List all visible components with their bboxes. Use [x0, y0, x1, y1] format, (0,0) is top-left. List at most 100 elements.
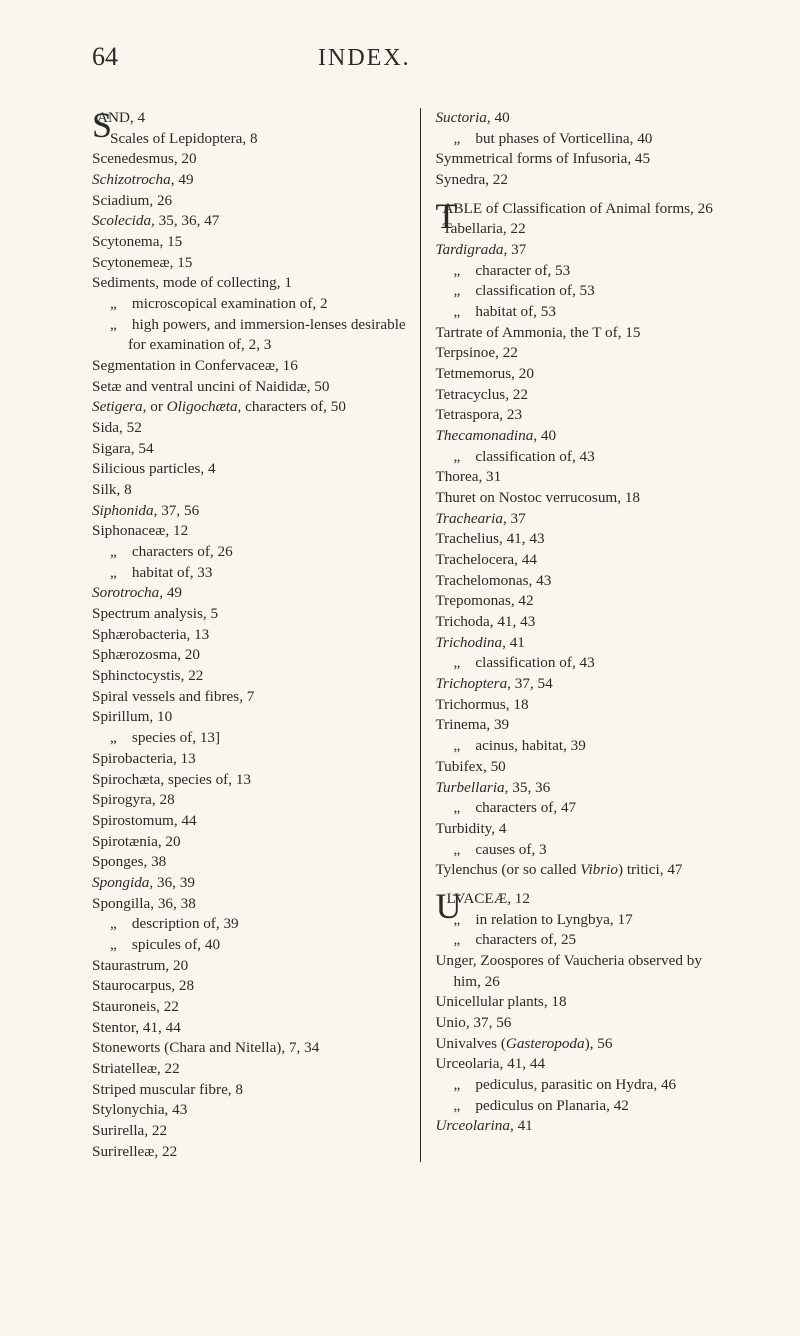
- index-entry: Spongilla, 36, 38: [92, 894, 406, 915]
- index-entry-text: LVACEÆ, 12: [446, 890, 530, 907]
- index-entry: Surirelleæ, 22: [92, 1142, 406, 1163]
- index-entry: Spectrum analysis, 5: [92, 604, 406, 625]
- index-subentry: „ classification of, 43: [435, 653, 722, 674]
- index-entry: Trepomonas, 42: [435, 591, 722, 612]
- index-entry: Trachearia, 37: [435, 509, 722, 530]
- index-entry: Unger, Zoospores of Vaucheria observed b…: [435, 951, 722, 992]
- index-subentry: „ pediculus, parasitic on Hydra, 46: [435, 1075, 722, 1096]
- index-entry: Turbidity, 4: [435, 819, 722, 840]
- index-entry: Setæ and ventral uncini of Naididæ, 50: [92, 377, 406, 398]
- index-entry: Sediments, mode of collecting, 1: [92, 273, 406, 294]
- index-entry: Unio, 37, 56: [435, 1013, 722, 1034]
- index-entry: Sphærozosma, 20: [92, 645, 406, 666]
- index-entry: Trachelius, 41, 43: [435, 529, 722, 550]
- index-subentry: „ causes of, 3: [435, 840, 722, 861]
- index-entry: Tardigrada, 37: [435, 240, 722, 261]
- index-entry: Schizotrocha, 49: [92, 170, 406, 191]
- index-entry: Spongida, 36, 39: [92, 873, 406, 894]
- index-entry: Scolecida, 35, 36, 47: [92, 211, 406, 232]
- index-entry: Staurastrum, 20: [92, 956, 406, 977]
- index-entry: Spirotænia, 20: [92, 832, 406, 853]
- index-subentry: „ microscopical examination of, 2: [92, 294, 406, 315]
- index-columns: SAND, 4Scales of Lepidoptera, 8Scenedesm…: [92, 108, 736, 1162]
- index-entry: Segmentation in Confervaceæ, 16: [92, 356, 406, 377]
- index-entry: Stylonychia, 43: [92, 1100, 406, 1121]
- index-entry: Tubifex, 50: [435, 757, 722, 778]
- index-subentry: Scales of Lepidoptera, 8: [92, 129, 406, 150]
- index-entry: Univalves (Gasteropoda), 56: [435, 1034, 722, 1055]
- index-entry: Silk, 8: [92, 480, 406, 501]
- index-entry: Scytonemeæ, 15: [92, 253, 406, 274]
- index-entry: Sigara, 54: [92, 439, 406, 460]
- index-subentry: „ spicules of, 40: [92, 935, 406, 956]
- index-entry: Urceolaria, 41, 44: [435, 1054, 722, 1075]
- index-subentry: „ acinus, habitat, 39: [435, 736, 722, 757]
- index-subentry: „ in relation to Lyngbya, 17: [435, 910, 722, 931]
- index-entry: Synedra, 22: [435, 170, 722, 191]
- index-subentry: „ species of, 13]: [92, 728, 406, 749]
- index-entry: Spirogyra, 28: [92, 790, 406, 811]
- index-entry: Spirostomum, 44: [92, 811, 406, 832]
- index-entry: Trichoptera, 37, 54: [435, 674, 722, 695]
- index-entry: Sida, 52: [92, 418, 406, 439]
- index-subentry: „ description of, 39: [92, 914, 406, 935]
- index-entry-text: ABLE of Classification of Animal forms, …: [442, 200, 712, 217]
- index-entry: Sphinctocystis, 22: [92, 666, 406, 687]
- index-entry: Siphonaceæ, 12: [92, 521, 406, 542]
- index-entry: Striatelleæ, 22: [92, 1059, 406, 1080]
- index-entry: Scenedesmus, 20: [92, 149, 406, 170]
- index-entry: Stauroneis, 22: [92, 997, 406, 1018]
- index-entry: Unicellular plants, 18: [435, 992, 722, 1013]
- index-entry: Surirella, 22: [92, 1121, 406, 1142]
- index-subentry: „ habitat of, 33: [92, 563, 406, 584]
- index-subentry: „ pediculus on Planaria, 42: [435, 1096, 722, 1117]
- index-entry: Trinema, 39: [435, 715, 722, 736]
- index-entry: Tylenchus (or so called Vibrio) tritici,…: [435, 860, 722, 881]
- index-entry: Tetraspora, 23: [435, 405, 722, 426]
- header-title: INDEX.: [318, 45, 411, 72]
- index-entry: Spirobacteria, 13: [92, 749, 406, 770]
- index-entry: Sciadium, 26: [92, 191, 406, 212]
- index-entry: Thorea, 31: [435, 467, 722, 488]
- index-entry: Sphærobacteria, 13: [92, 625, 406, 646]
- page-header: 64 INDEX.: [92, 42, 736, 72]
- index-subentry: „ characters of, 47: [435, 798, 722, 819]
- index-subentry: „ classification of, 43: [435, 447, 722, 468]
- index-entry: Thuret on Nostoc verrucosum, 18: [435, 488, 722, 509]
- index-entry: Trachelocera, 44: [435, 550, 722, 571]
- left-column: SAND, 4Scales of Lepidoptera, 8Scenedesm…: [92, 108, 420, 1162]
- index-entry: TABLE of Classification of Animal forms,…: [435, 199, 722, 220]
- index-subentry: „ character of, 53: [435, 261, 722, 282]
- index-entry: Trichodina, 41: [435, 633, 722, 654]
- index-entry: Tetmemorus, 20: [435, 364, 722, 385]
- index-entry: Stoneworts (Chara and Nitella), 7, 34: [92, 1038, 406, 1059]
- index-entry: Tabellaria, 22: [435, 219, 722, 240]
- index-entry: Thecamonadina, 40: [435, 426, 722, 447]
- index-entry: Trichormus, 18: [435, 695, 722, 716]
- index-entry: Stentor, 41, 44: [92, 1018, 406, 1039]
- index-entry: Sponges, 38: [92, 852, 406, 873]
- index-entry: Scytonema, 15: [92, 232, 406, 253]
- index-entry: Urceolarina, 41: [435, 1116, 722, 1137]
- index-entry: Terpsinoe, 22: [435, 343, 722, 364]
- index-subentry: „ but phases of Vorticellina, 40: [435, 129, 722, 150]
- index-entry: ULVACEÆ, 12: [435, 889, 722, 910]
- index-entry: Suctoria, 40: [435, 108, 722, 129]
- index-entry: Striped muscular fibre, 8: [92, 1080, 406, 1101]
- index-entry: Silicious particles, 4: [92, 459, 406, 480]
- index-subentry: „ habitat of, 53: [435, 302, 722, 323]
- index-entry: Trachelomonas, 43: [435, 571, 722, 592]
- index-entry: Tetracyclus, 22: [435, 385, 722, 406]
- index-entry: Sorotrocha, 49: [92, 583, 406, 604]
- index-entry: Trichoda, 41, 43: [435, 612, 722, 633]
- right-column: Suctoria, 40„ but phases of Vorticellina…: [420, 108, 736, 1162]
- index-subentry: „ classification of, 53: [435, 281, 722, 302]
- index-entry: SAND, 4: [92, 108, 406, 129]
- index-entry: Tartrate of Ammonia, the T of, 15: [435, 323, 722, 344]
- index-entry: Symmetrical forms of Infusoria, 45: [435, 149, 722, 170]
- index-entry: Staurocarpus, 28: [92, 976, 406, 997]
- index-entry: Setigera, or Oligochæta, characters of, …: [92, 397, 406, 418]
- index-subentry: „ characters of, 25: [435, 930, 722, 951]
- page-number: 64: [92, 42, 118, 72]
- index-entry: Siphonida, 37, 56: [92, 501, 406, 522]
